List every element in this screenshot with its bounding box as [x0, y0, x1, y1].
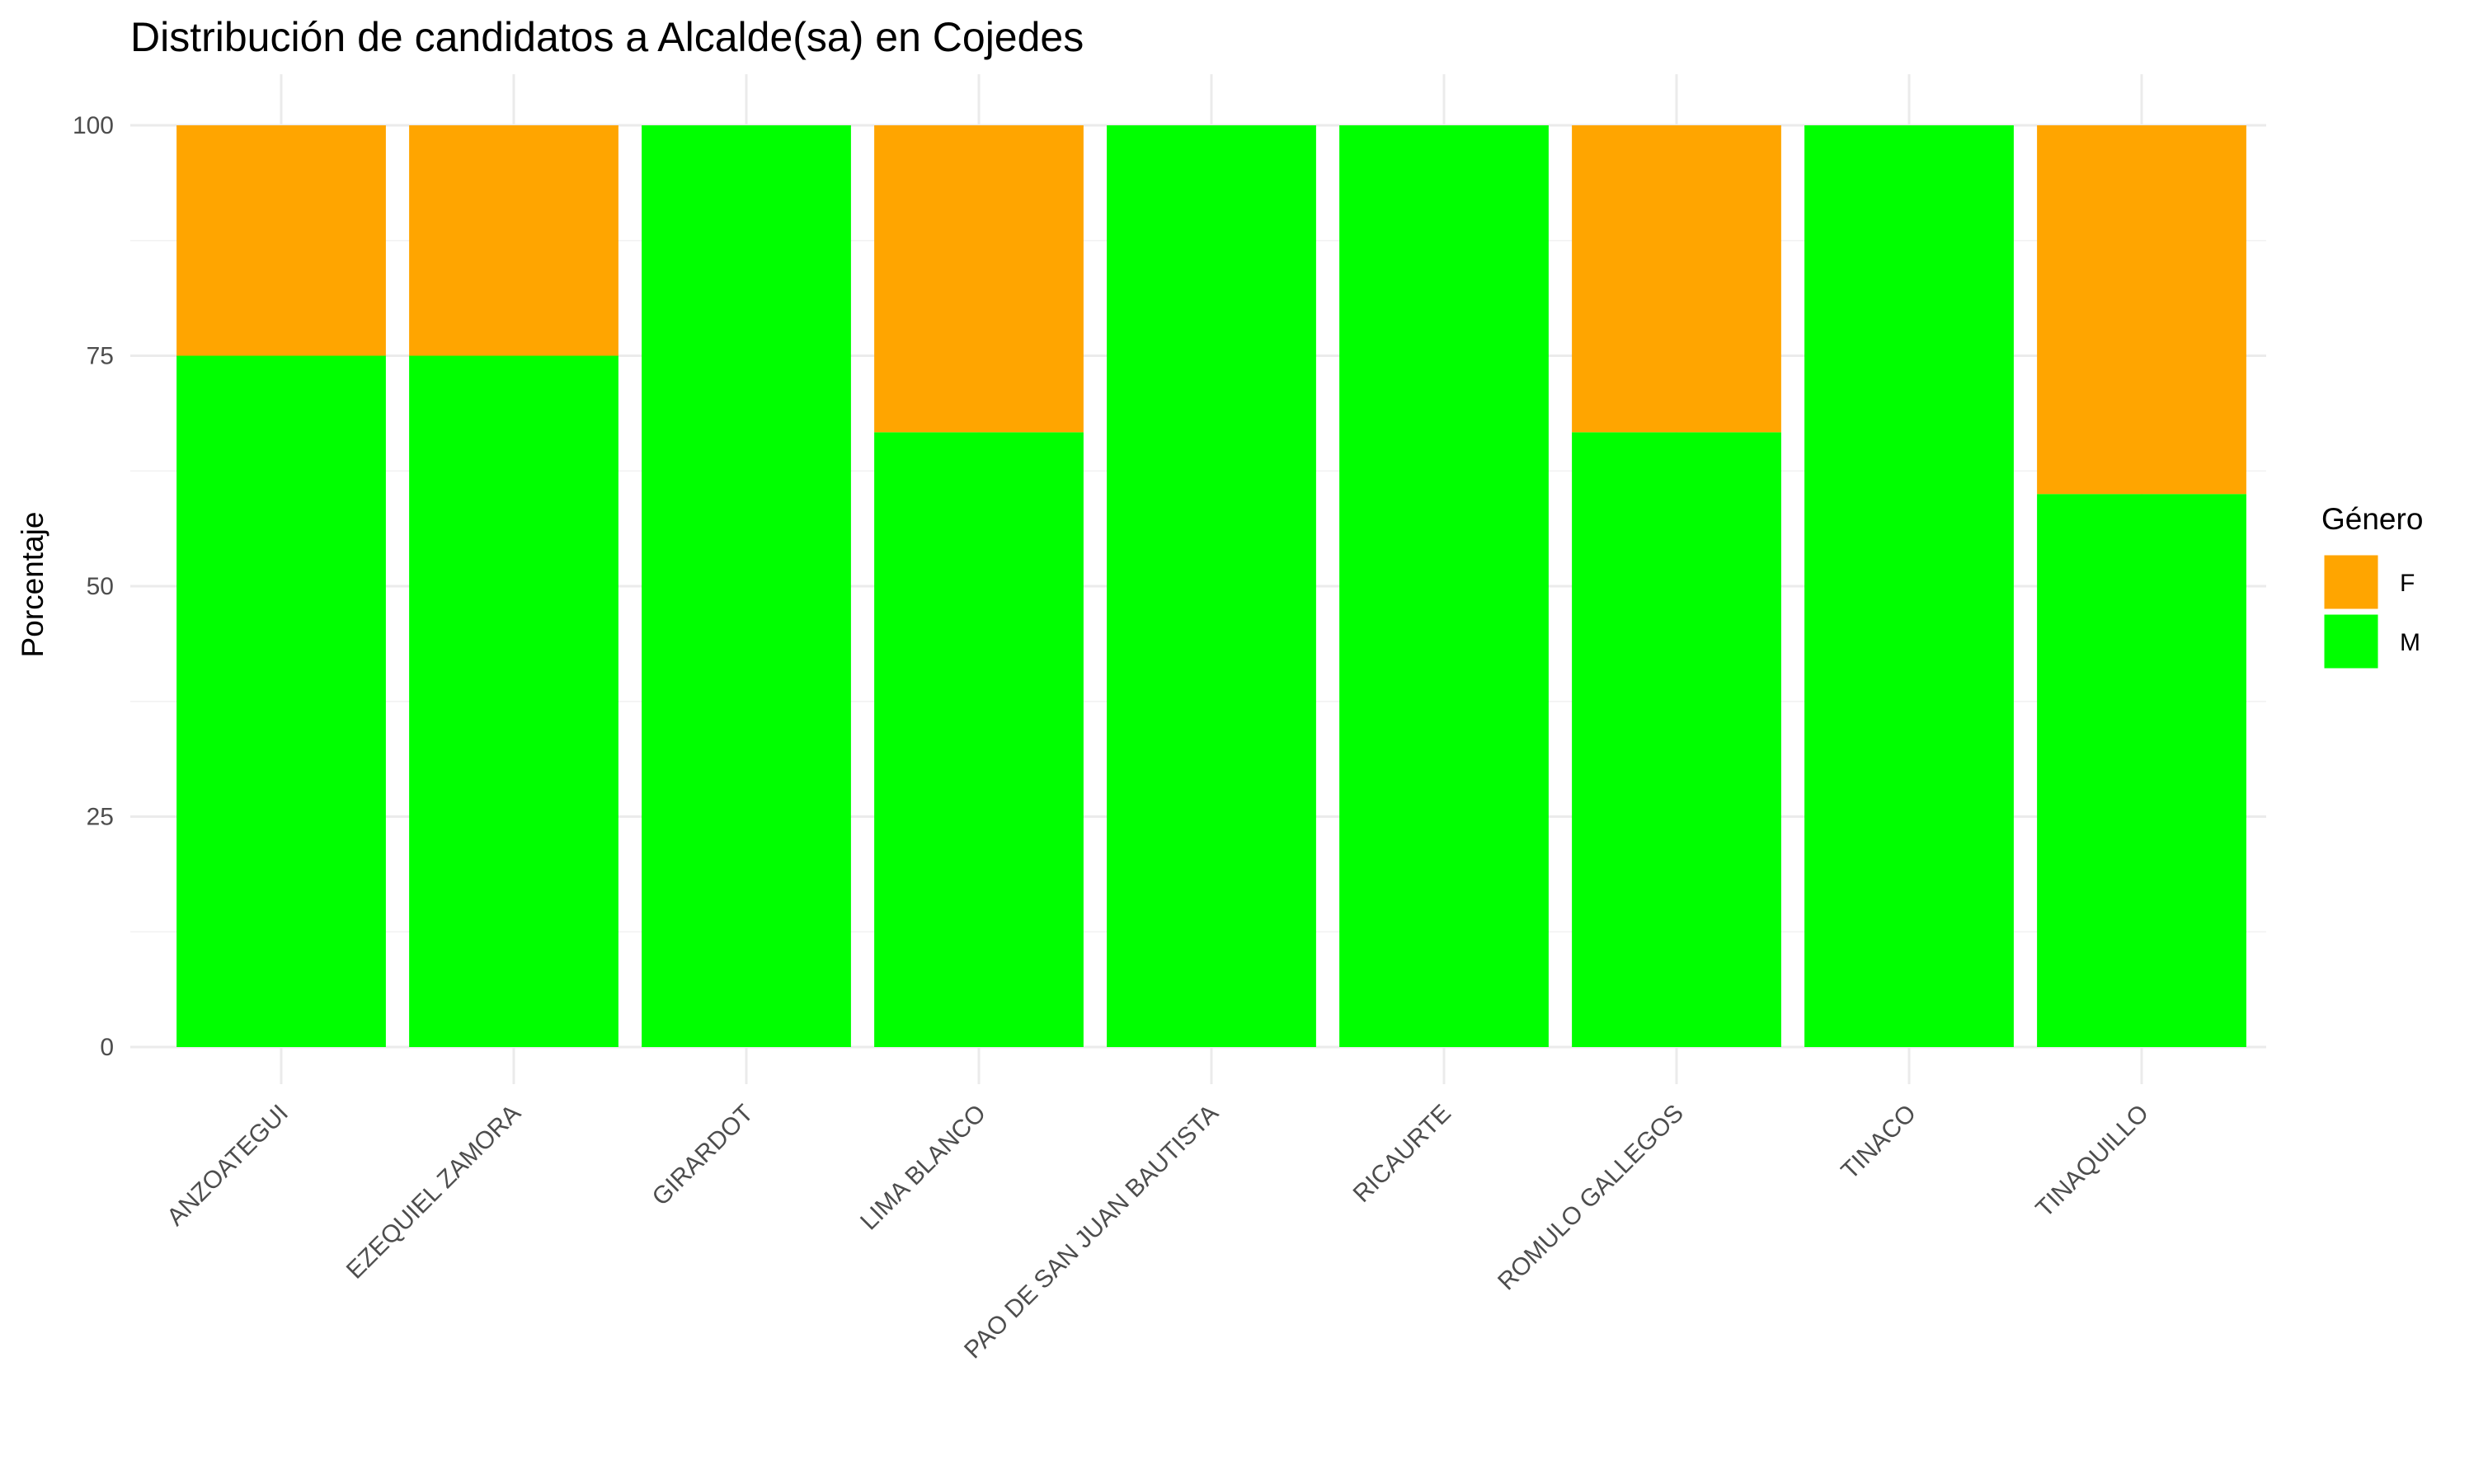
- x-tick-label: PAO DE SAN JUAN BAUTISTA: [959, 1100, 1224, 1364]
- bar-segment-f: [409, 125, 618, 356]
- bar-segment-m: [2037, 494, 2246, 1047]
- legend-label-m: M: [2400, 629, 2420, 656]
- legend: Género FM: [2321, 502, 2423, 671]
- y-tick-label: 100: [73, 112, 114, 139]
- x-tick-label: LIMA BLANCO: [855, 1100, 991, 1236]
- x-axis-ticks: ANZOATEGUI EZEQUIEL ZAMORA GIRARDOT LIMA BL…: [162, 1100, 2154, 1364]
- x-tick-label: ROMULO GALLEGOS: [1493, 1100, 1689, 1296]
- legend-key-f: [2321, 552, 2381, 612]
- chart-title: Distribución de candidatos a Alcalde(sa)…: [130, 14, 1084, 60]
- y-tick-label: 0: [100, 1034, 114, 1061]
- legend-title: Género: [2321, 502, 2423, 536]
- legend-key-m: [2321, 612, 2381, 671]
- bar-segment-m: [1339, 125, 1549, 1047]
- y-axis-title: Porcentaje: [16, 512, 49, 658]
- bar-segment-m: [642, 125, 851, 1047]
- y-tick-label: 25: [87, 804, 114, 831]
- bar-segment-m: [1572, 432, 1781, 1047]
- x-tick-label: TINAQUILLO: [2030, 1100, 2153, 1223]
- y-axis-ticks: 0 25 50 75 100: [73, 112, 114, 1061]
- bar-segment-m: [176, 355, 386, 1047]
- bar-segment-m: [1804, 125, 2014, 1047]
- bar-segment-f: [2037, 125, 2246, 495]
- legend-label-f: F: [2400, 570, 2415, 597]
- bar-segment-f: [176, 125, 386, 356]
- y-tick-label: 75: [87, 343, 114, 370]
- x-tick-label: GIRARDOT: [647, 1100, 759, 1211]
- bar-segment-f: [874, 125, 1084, 433]
- x-tick-label: ANZOATEGUI: [162, 1100, 294, 1232]
- y-tick-label: 50: [87, 573, 114, 600]
- bars: [176, 125, 2246, 1047]
- bar-segment-m: [1107, 125, 1316, 1047]
- x-tick-label: TINACO: [1836, 1100, 1921, 1185]
- x-tick-label: RICAURTE: [1348, 1100, 1456, 1208]
- legend-items: FM: [2321, 552, 2420, 671]
- bar-segment-f: [1572, 125, 1781, 433]
- bar-segment-m: [874, 432, 1084, 1047]
- x-tick-label: EZEQUIEL ZAMORA: [341, 1100, 526, 1284]
- bar-segment-m: [409, 355, 618, 1047]
